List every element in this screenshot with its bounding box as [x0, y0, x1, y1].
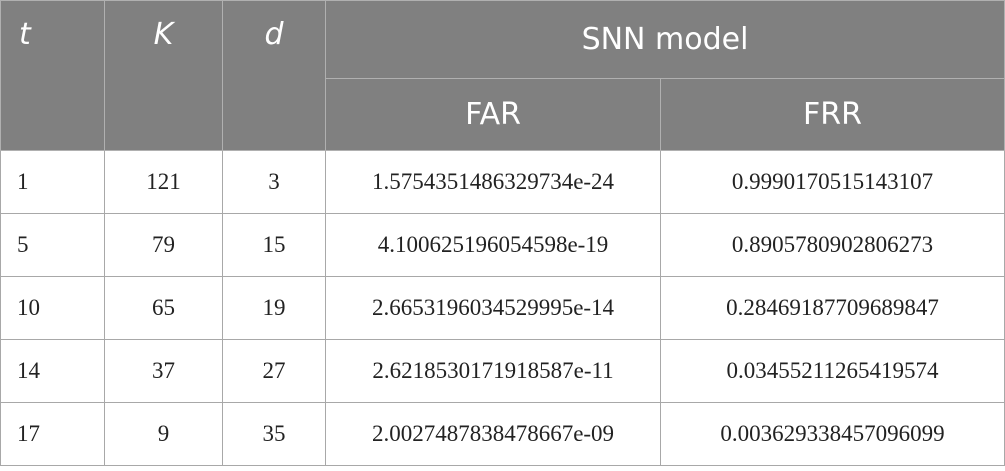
table-cell: 2.6218530171918587e-11	[325, 339, 661, 403]
table-cell: 2.6653196034529995e-14	[325, 276, 661, 340]
table-cell: 2.0027487838478667e-09	[325, 402, 661, 466]
table-cell: 17	[0, 402, 105, 466]
table-row: 10 65 19 2.6653196034529995e-14 0.2846918770…	[0, 276, 1005, 340]
table-cell: 10	[0, 276, 105, 340]
table-cell: 1	[0, 150, 105, 214]
table-row: 5 79 15 4.100625196054598e-19 0.890578090280…	[0, 213, 1005, 277]
table-cell: 35	[222, 402, 326, 466]
table-cell: 79	[104, 213, 223, 277]
table-cell: 0.8905780902806273	[660, 213, 1005, 277]
table-cell: 0.003629338457096099	[660, 402, 1005, 466]
table-cell: 0.28469187709689847	[660, 276, 1005, 340]
header-cell: FAR	[325, 78, 661, 151]
table-cell: 65	[104, 276, 223, 340]
table-cell: 3	[222, 150, 326, 214]
table-cell: 19	[222, 276, 326, 340]
table-header: t K d SNN model FAR FRR	[0, 0, 1005, 151]
table-row: 1 121 3 1.5754351486329734e-24 0.99901705151…	[0, 150, 1005, 214]
table-cell: 37	[104, 339, 223, 403]
table-row: 14 37 27 2.6218530171918587e-11 0.0345521126…	[0, 339, 1005, 403]
table-cell: 0.03455211265419574	[660, 339, 1005, 403]
header-group: SNN model	[325, 0, 1005, 79]
table-cell: 1.5754351486329734e-24	[325, 150, 661, 214]
header-cell: K	[104, 0, 223, 151]
table-cell: 0.9990170515143107	[660, 150, 1005, 214]
table-cell: 15	[222, 213, 326, 277]
table-cell: 9	[104, 402, 223, 466]
table-cell: 5	[0, 213, 105, 277]
header-row: FAR FRR	[1, 78, 1005, 151]
table-cell: 121	[104, 150, 223, 214]
header-cell: d	[222, 0, 326, 151]
header-cell: t	[0, 0, 105, 151]
table-cell: 27	[222, 339, 326, 403]
table-cell: 4.100625196054598e-19	[325, 213, 661, 277]
table-cell: 14	[0, 339, 105, 403]
table-row: 17 9 35 2.0027487838478667e-09 0.00362933845…	[0, 402, 1005, 466]
header-cell: FRR	[660, 78, 1005, 151]
table-body: 1 121 3 1.5754351486329734e-24 0.99901705151…	[0, 150, 1005, 466]
header-row: t K d SNN model	[0, 0, 1005, 151]
